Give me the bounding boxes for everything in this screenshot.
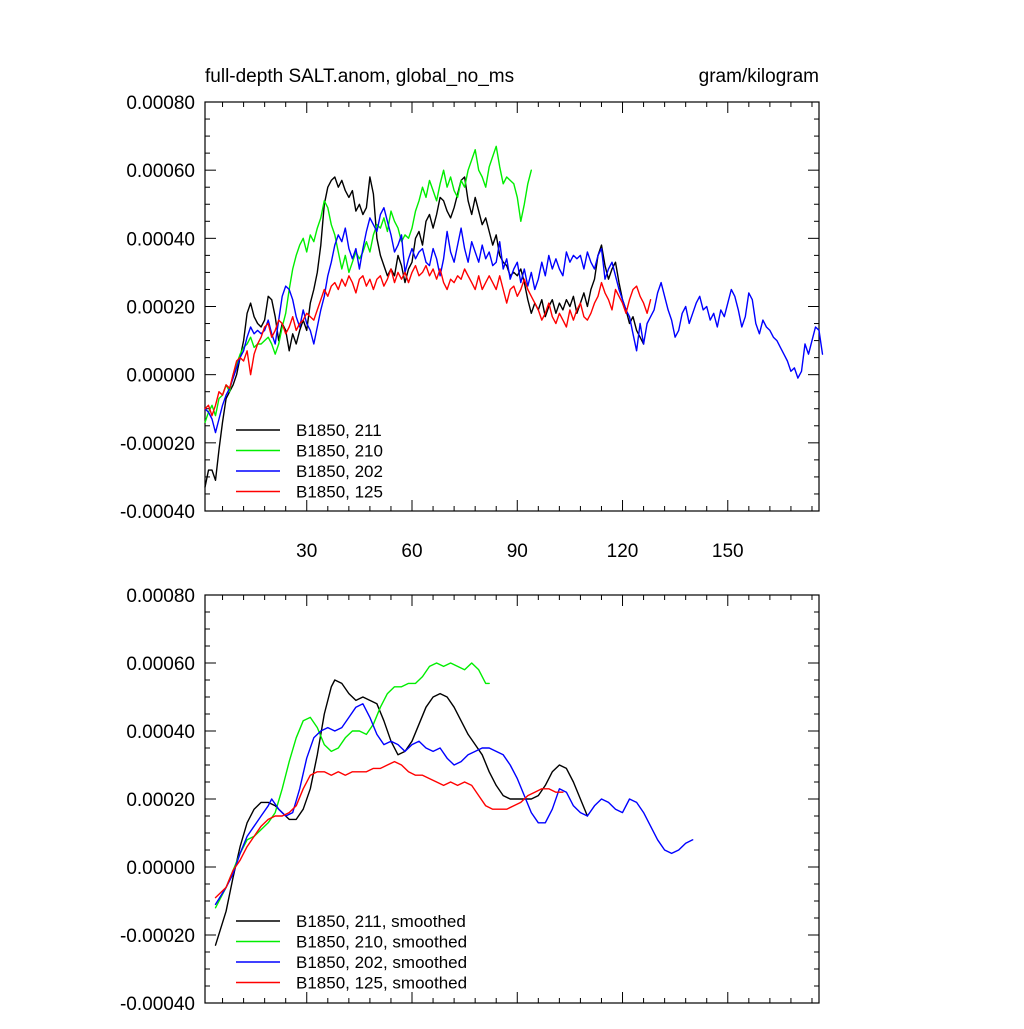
x-tick-label: 120 [607, 541, 639, 562]
series-line-2 [214, 662, 490, 909]
legend-label: B1850, 211 [296, 421, 382, 440]
panel-smoothed: -0.00040 -0.00020 0.00000 0.00020 0.00040 0.0… [120, 586, 820, 1015]
series-line-3 [214, 703, 694, 906]
y-tick-label: 0.00040 [126, 722, 195, 743]
legend-label: B1850, 125 [296, 483, 383, 502]
legend-label: B1850, 211, smoothed [296, 912, 466, 931]
y-tick-label: 0.00020 [126, 790, 195, 811]
y-tick-label: -0.00020 [120, 926, 195, 947]
x-tick-label: 150 [712, 541, 744, 562]
y-tick-label: 0.00000 [126, 858, 195, 879]
units-label: gram/kilogram [699, 66, 819, 87]
y-tick-label: 0.00020 [126, 298, 195, 319]
x-tick-label: 90 [507, 541, 528, 562]
y-tick-label: 0.00000 [126, 366, 195, 387]
chart-title: full-depth SALT.anom, global_no_ms [205, 66, 514, 87]
panel-raw: -0.00040 -0.00020 0.00000 0.00020 0.00040 0.0… [120, 66, 824, 562]
y-tick-label: 0.00060 [126, 161, 195, 182]
y-tick-label: -0.00040 [120, 502, 195, 523]
x-tick-label: 60 [401, 541, 422, 562]
legend-label: B1850, 210, smoothed [296, 933, 467, 952]
series-line-1 [204, 176, 645, 488]
y-tick-label: 0.00080 [126, 586, 195, 607]
series-line-4 [204, 264, 652, 417]
y-tick-label: 0.00060 [126, 654, 195, 675]
x-tick-label: 30 [296, 541, 317, 562]
legend-label: B1850, 202, smoothed [296, 953, 467, 972]
series-line-4 [214, 760, 564, 899]
y-tick-label: -0.00040 [120, 994, 195, 1015]
y-tick-label: 0.00080 [126, 93, 195, 114]
legend-label: B1850, 125, smoothed [296, 974, 467, 993]
y-tick-label: 0.00040 [126, 229, 195, 250]
series-line-3 [204, 206, 824, 434]
series-line-2 [204, 145, 532, 424]
legend-label: B1850, 210 [296, 442, 383, 461]
y-tick-label: -0.00020 [120, 434, 195, 455]
legend-label: B1850, 202 [296, 462, 383, 481]
